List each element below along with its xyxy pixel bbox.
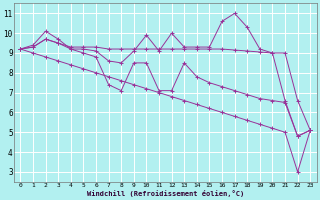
X-axis label: Windchill (Refroidissement éolien,°C): Windchill (Refroidissement éolien,°C): [87, 190, 244, 197]
